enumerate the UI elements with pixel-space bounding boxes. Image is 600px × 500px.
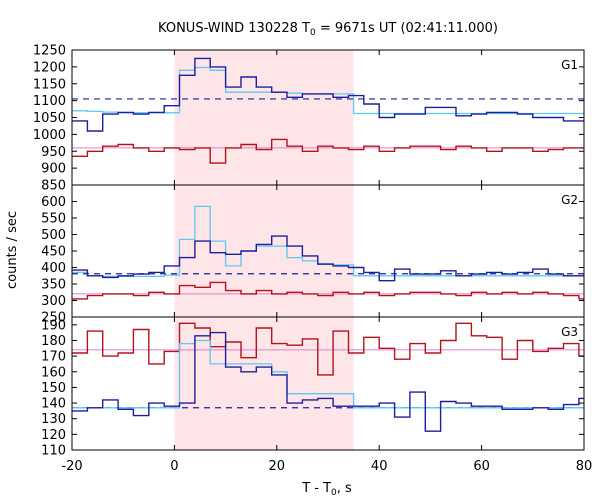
y-tick-label: 600 xyxy=(41,195,66,210)
y-tick-label: 1200 xyxy=(33,60,66,75)
shaded-interval-g3 xyxy=(174,317,354,450)
y-tick-label: 250 xyxy=(41,311,66,326)
x-tick-label: -20 xyxy=(61,459,82,474)
title-subscript: 0 xyxy=(310,28,316,38)
panel-frame-g3 xyxy=(71,316,585,451)
y-tick-label: 110 xyxy=(41,444,66,459)
y-tick-label: 900 xyxy=(41,162,66,177)
shaded-interval-g2 xyxy=(174,185,354,317)
y-tick-label: 850 xyxy=(41,179,66,194)
y-tick-label: 120 xyxy=(41,428,66,443)
y-tick-label: 1250 xyxy=(33,44,66,59)
x-axis-title: T - T0, s xyxy=(301,481,352,498)
series-background-counts-g3 xyxy=(72,322,584,376)
panel-label-g1: G1 xyxy=(561,58,578,72)
x-tick-label: 80 xyxy=(576,459,593,474)
y-tick-label: 500 xyxy=(41,228,66,243)
y-tick-label: 950 xyxy=(41,145,66,160)
series-observed-g1 xyxy=(72,57,584,132)
panel-label-g3: G3 xyxy=(561,325,578,339)
y-tick-label: 170 xyxy=(41,350,66,365)
series-observed-g2 xyxy=(72,235,584,282)
y-tick-label: 150 xyxy=(41,381,66,396)
panel-label-g2: G2 xyxy=(561,193,578,207)
y-tick-label: 300 xyxy=(41,294,66,309)
shaded-interval-g1 xyxy=(174,50,354,185)
x-axis-title-subscript: 0 xyxy=(331,488,337,498)
series-background-counts-g2 xyxy=(72,281,584,300)
y-tick-label: 1100 xyxy=(33,94,66,109)
series-observed-g3 xyxy=(72,331,584,432)
y-tick-label: 190 xyxy=(41,318,66,333)
series-background-counts-g1 xyxy=(72,138,584,164)
x-tick-label: 20 xyxy=(269,459,286,474)
x-axis: -20 0 20 40 60 80 xyxy=(61,459,592,474)
x-tick-label: 60 xyxy=(473,459,490,474)
y-tick-label: 1050 xyxy=(33,111,66,126)
y-tick-label: 140 xyxy=(41,397,66,412)
y-tick-label: 1000 xyxy=(33,128,66,143)
y-tick-label: 130 xyxy=(41,412,66,427)
y-tick-label: 400 xyxy=(41,261,66,276)
y-tick-label: 160 xyxy=(41,365,66,380)
x-tick-label: 40 xyxy=(371,459,388,474)
y-tick-label: 450 xyxy=(41,245,66,260)
y-tick-label: 550 xyxy=(41,212,66,227)
chart-title: KONUS-WIND 130228 T0 = 9671s UT (02:41:1… xyxy=(158,21,498,38)
x-tick-label: 0 xyxy=(170,459,178,474)
y-axis-title: counts / sec xyxy=(5,211,20,289)
y-tick-label: 180 xyxy=(41,334,66,349)
y-tick-label: 1150 xyxy=(33,77,66,92)
y-tick-label: 350 xyxy=(41,278,66,293)
